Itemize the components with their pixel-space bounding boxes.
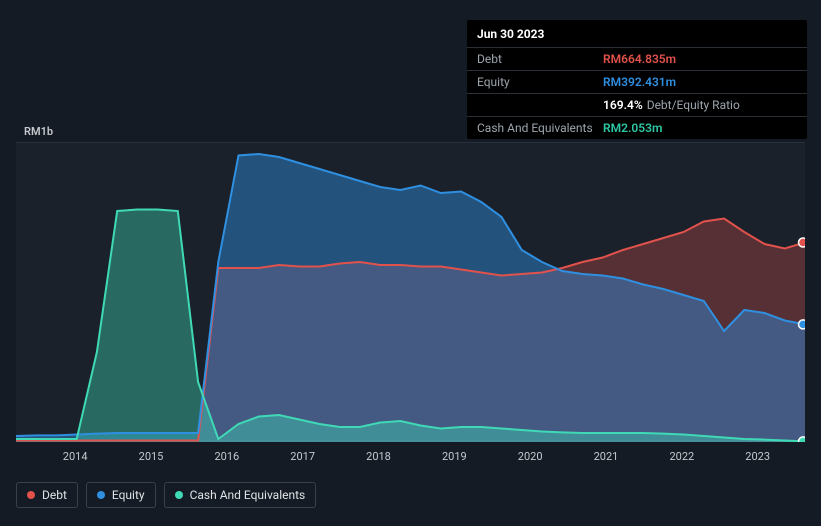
legend-item-cash[interactable]: Cash And Equivalents [164, 482, 317, 508]
x-axis-label: 2023 [745, 450, 770, 463]
chart-plot-area [16, 142, 805, 442]
legend-dot-icon [175, 491, 183, 499]
x-axis-label: 2015 [139, 450, 164, 463]
tooltip-row-debt: DebtRM664.835m [467, 47, 807, 70]
x-axis-label: 2021 [594, 450, 619, 463]
tooltip-suffix: Debt/Equity Ratio [647, 98, 740, 112]
legend-dot-icon [27, 491, 35, 499]
chart-tooltip: Jun 30 2023 DebtRM664.835mEquityRM392.43… [467, 20, 807, 139]
x-axis-label: 2014 [63, 450, 88, 463]
legend-label: Debt [42, 488, 67, 502]
x-axis-labels: 2014 2015 2016 2017 2018 2019 2020 2021 2022 2023 [16, 450, 805, 466]
x-axis-label: 2019 [442, 450, 467, 463]
legend-dot-icon [97, 491, 105, 499]
chart-legend: Debt Equity Cash And Equivalents [16, 482, 316, 508]
end-marker-equity [799, 320, 806, 329]
x-axis-label: 2017 [290, 450, 315, 463]
tooltip-row-ratio: 169.4% Debt/Equity Ratio [467, 93, 807, 116]
x-axis-label: 2016 [214, 450, 239, 463]
legend-item-debt[interactable]: Debt [16, 482, 78, 508]
tooltip-date: Jun 30 2023 [467, 20, 807, 47]
end-marker-debt [799, 238, 806, 247]
end-marker-cash [799, 437, 806, 442]
tooltip-label: Equity [477, 75, 603, 89]
tooltip-value: 169.4% [603, 98, 643, 112]
tooltip-row-cash: Cash And EquivalentsRM2.053m [467, 116, 807, 139]
tooltip-label: Cash And Equivalents [477, 121, 603, 135]
x-axis-label: 2018 [366, 450, 391, 463]
tooltip-label: Debt [477, 52, 603, 66]
legend-label: Equity [112, 488, 145, 502]
legend-label: Cash And Equivalents [190, 488, 306, 502]
tooltip-value: RM2.053m [603, 121, 662, 135]
tooltip-value: RM392.431m [603, 75, 676, 89]
y-axis-top-label: RM1b [24, 125, 53, 138]
tooltip-row-equity: EquityRM392.431m [467, 70, 807, 93]
tooltip-label [477, 98, 603, 112]
x-axis-label: 2022 [669, 450, 694, 463]
x-axis-label: 2020 [518, 450, 543, 463]
tooltip-value: RM664.835m [603, 52, 676, 66]
legend-item-equity[interactable]: Equity [86, 482, 156, 508]
